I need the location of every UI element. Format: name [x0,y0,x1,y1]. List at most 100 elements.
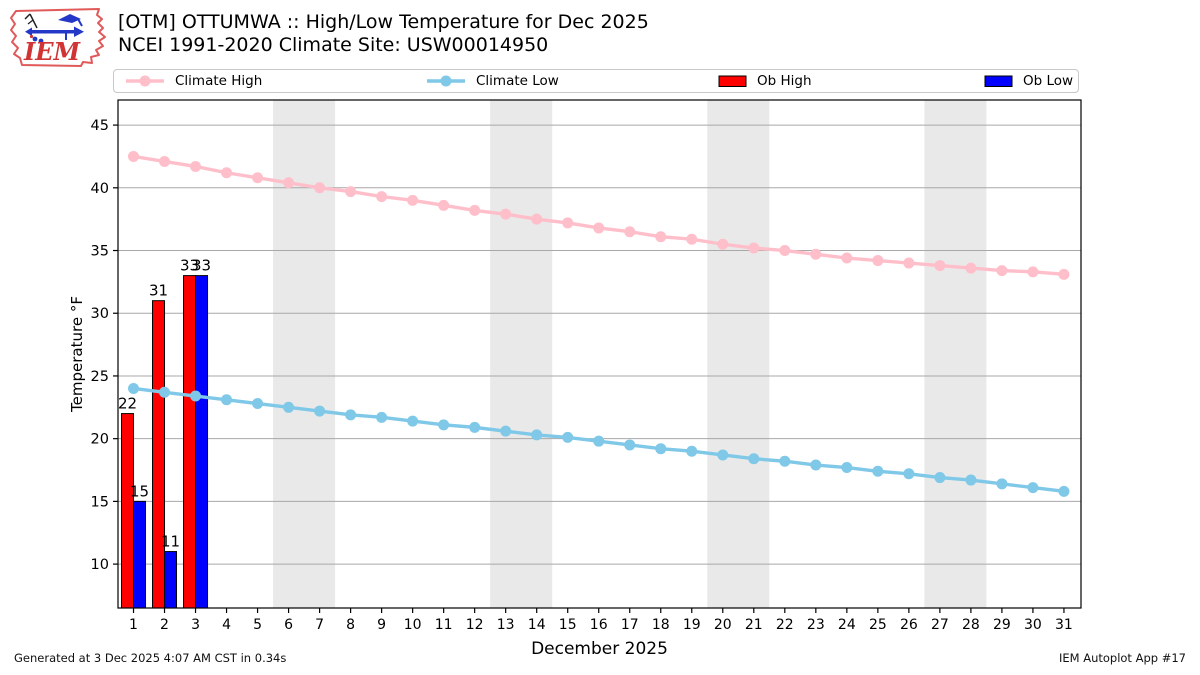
climate-low-marker [934,472,946,484]
x-tick-label: 8 [346,617,355,633]
x-tick-label: 16 [590,617,608,633]
climate-high-marker [996,265,1008,277]
climate-low-marker [190,390,202,402]
climate-high-marker [438,199,450,211]
climate-low-marker [717,449,729,461]
climate-low-marker [407,415,419,427]
climate-high-marker [965,262,977,274]
climate-low-marker [748,453,760,465]
climate-high-marker [934,260,946,272]
chart-subtitle: NCEI 1991-2020 Climate Site: USW00014950 [118,34,549,56]
climate-low-marker [965,474,977,486]
x-tick-label: 11 [435,617,453,633]
ob-high-value-label: 31 [149,282,168,300]
climate-low-marker [252,398,264,410]
legend-item-climate-high: Climate High [124,70,262,92]
climate-high-marker [128,150,140,162]
ob-low-value-label: 15 [130,482,149,500]
climate-high-marker [655,231,667,243]
climate-high-marker [562,217,574,229]
x-tick-label: 10 [404,617,422,633]
ob-low-bar [133,500,147,609]
climate-high-line-swatch [124,74,166,88]
climate-low-marker [779,455,791,467]
ob-high-value-label: 22 [118,395,137,413]
plot-border [117,99,1082,609]
x-tick-label: 3 [191,617,200,633]
iem-logo-text: IEM [23,37,82,66]
x-tick-label: 28 [962,617,980,633]
ob-high-value-label: 33 [180,257,199,275]
climate-high-marker [190,160,202,172]
climate-low-marker [469,421,481,433]
x-tick-label: 15 [559,617,577,633]
y-axis-label: Temperature °F [68,296,86,413]
ob-high-bar [152,300,166,609]
ob-low-value-label: 11 [161,533,180,551]
x-tick-label: 21 [745,617,763,633]
climate-high-marker [345,186,357,198]
legend-label: Climate Low [476,73,559,89]
climate-high-marker [748,242,760,254]
ob-high-bar [121,413,135,609]
climate-low-marker [624,439,636,451]
weekend-band [490,100,553,608]
x-tick-label: 1 [129,617,138,633]
x-tick-label: 4 [222,617,231,633]
climate-low-marker [655,443,667,455]
climate-high-marker [779,245,791,257]
climate-low-marker [128,382,140,394]
climate-high-marker [376,191,388,203]
climate-low-marker [314,405,326,417]
legend-label: Ob Low [1023,73,1074,89]
climate-high-marker [593,222,605,234]
ob-low-value-label: 33 [192,257,211,275]
climate-high-marker [624,226,636,238]
climate-high-marker [1027,266,1039,278]
weekend-band [273,100,336,608]
climate-low-marker [872,465,884,477]
legend-item-ob-high: Ob High [718,70,812,92]
x-tick-label: 20 [714,617,732,633]
climate-high-marker [872,255,884,267]
x-tick-label: 26 [900,617,918,633]
climate-high-marker [469,204,481,216]
climate-low-line-swatch [425,74,467,88]
chart-title: [OTM] OTTUMWA :: High/Low Temperature fo… [118,11,649,33]
x-tick-label: 17 [621,617,639,633]
weekend-band [707,100,770,608]
legend-label: Climate High [175,73,263,89]
y-tick-label: 10 [91,557,109,573]
climate-low-marker [531,429,543,441]
climate-low-marker [159,386,171,398]
climate-low-marker [376,411,388,423]
climate-low-marker [903,468,915,480]
climate-high-marker [1058,268,1070,280]
climate-high-marker [531,213,543,225]
legend-item-climate-low: Climate Low [425,70,559,92]
x-tick-label: 22 [776,617,794,633]
climate-low-marker [345,409,357,421]
y-tick-label: 20 [91,432,109,448]
legend: Climate High Climate Low Ob High Ob Low [113,69,1079,93]
climate-low-marker [1058,485,1070,497]
climate-high-marker [407,194,419,206]
x-tick-label: 2 [160,617,169,633]
climate-high-marker [500,208,512,220]
x-tick-label: 9 [377,617,386,633]
climate-high-marker [314,182,326,194]
climate-high-marker [283,177,295,189]
ob-high-bar [183,275,197,609]
x-tick-label: 14 [528,617,546,633]
x-tick-label: 6 [284,617,293,633]
climate-high-marker [252,172,264,184]
line-marker-swatch-icon [126,75,164,87]
climate-low-marker [996,478,1008,490]
iem-logo: IEM [10,8,106,67]
climate-high-marker [221,167,233,179]
x-tick-label: 25 [869,617,887,633]
patch-swatch-icon [718,75,747,87]
x-tick-label: 23 [807,617,825,633]
footer-generated-at: Generated at 3 Dec 2025 4:07 AM CST in 0… [14,651,287,665]
climate-high-marker [810,248,822,260]
